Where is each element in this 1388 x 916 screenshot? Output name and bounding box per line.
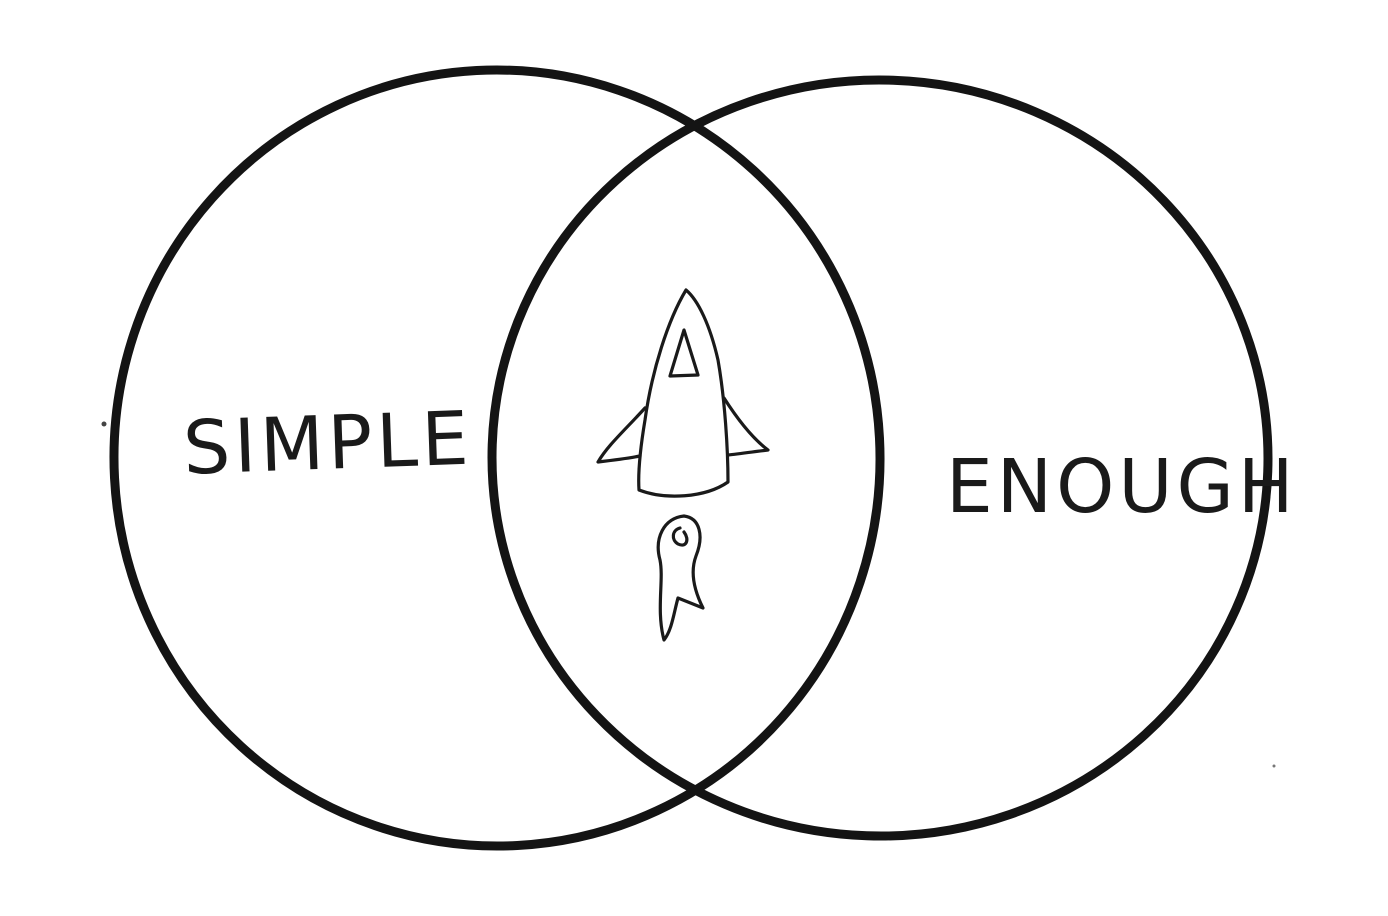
right-set-label: ENOUGH xyxy=(946,444,1298,530)
rocket-icon xyxy=(596,288,770,642)
left-set-label: SIMPLE xyxy=(182,396,474,492)
scan-speck xyxy=(101,421,107,427)
rocket-flame xyxy=(656,514,705,642)
rocket-left-fin xyxy=(596,406,647,464)
scan-speck xyxy=(1272,764,1276,768)
rocket-right-fin xyxy=(722,396,770,457)
right-circle-ring xyxy=(487,75,1273,841)
rocket-window xyxy=(668,328,700,378)
rocket-flame-inner xyxy=(671,526,689,547)
left-circle-ring xyxy=(109,65,885,851)
rocket-body xyxy=(637,288,730,498)
